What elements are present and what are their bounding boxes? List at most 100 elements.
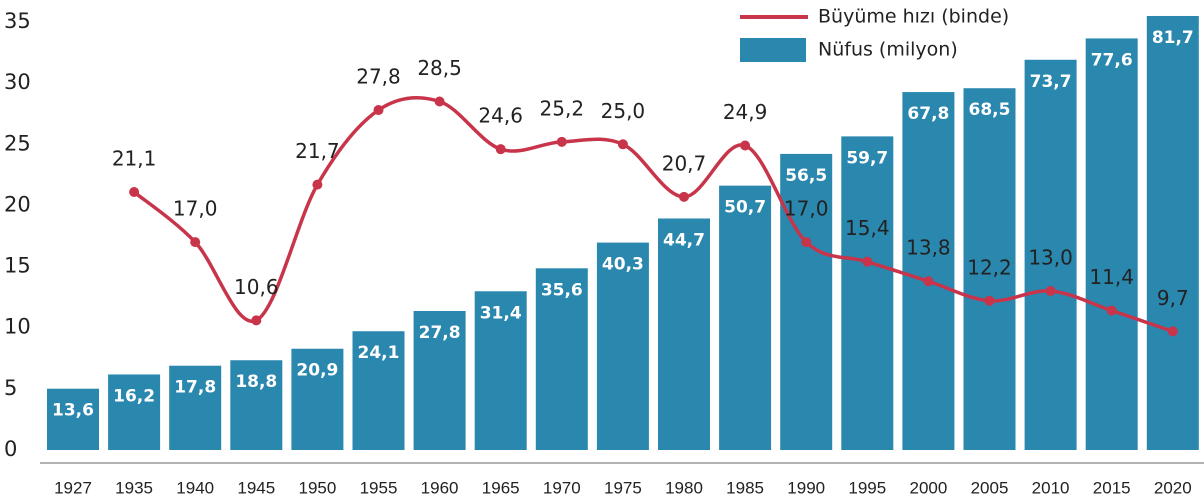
x-tick-label: 1985 xyxy=(726,478,764,497)
bar-label: 56,5 xyxy=(785,166,827,186)
bar-label: 44,7 xyxy=(663,230,705,250)
x-tick-label: 1980 xyxy=(665,478,703,497)
x-tick-label: 1975 xyxy=(604,478,642,497)
x-tick-label: 1935 xyxy=(115,478,153,497)
bar xyxy=(658,218,710,450)
x-tick-label: 1950 xyxy=(298,478,336,497)
point xyxy=(312,179,323,190)
y-tick-label: 35 xyxy=(4,9,31,33)
x-tick-label: 2015 xyxy=(1093,478,1131,497)
point xyxy=(129,186,140,197)
y-tick-label: 10 xyxy=(4,315,31,339)
y-tick-label: 25 xyxy=(4,131,31,155)
bar xyxy=(902,92,955,450)
x-tick-label: 2000 xyxy=(909,478,947,497)
point xyxy=(190,237,201,248)
point-label: 13,0 xyxy=(1028,246,1073,270)
bar xyxy=(413,310,466,450)
bar xyxy=(596,242,649,450)
bar xyxy=(352,331,405,450)
point xyxy=(617,139,628,150)
bar-label: 81,7 xyxy=(1152,28,1194,48)
y-tick-label: 30 xyxy=(4,70,31,94)
bar-label: 40,3 xyxy=(602,255,644,275)
point xyxy=(984,295,995,306)
x-tick-label: 2020 xyxy=(1154,478,1192,497)
point xyxy=(1045,286,1056,297)
point xyxy=(740,140,751,151)
bar-label: 73,7 xyxy=(1030,72,1072,92)
bar xyxy=(291,348,344,450)
bar xyxy=(1024,59,1077,450)
x-tick-label: 1945 xyxy=(237,478,275,497)
legend-label: Nüfus (milyon) xyxy=(818,39,958,61)
point xyxy=(495,144,506,155)
point xyxy=(373,105,384,116)
y-tick-label: 0 xyxy=(4,437,17,461)
bar-label: 31,4 xyxy=(480,303,522,323)
bar-label: 67,8 xyxy=(907,104,949,124)
bar-label: 68,5 xyxy=(969,100,1011,120)
bar-label: 17,8 xyxy=(174,378,216,398)
bar xyxy=(963,88,1016,450)
x-tick-label: 2010 xyxy=(1032,478,1070,497)
point xyxy=(679,191,689,202)
bar-label: 59,7 xyxy=(846,148,888,168)
bar-label: 50,7 xyxy=(724,198,766,218)
x-tick-label: 1965 xyxy=(482,478,520,497)
point-label: 21,1 xyxy=(112,146,157,170)
bar xyxy=(47,388,99,450)
point-label: 13,8 xyxy=(906,236,951,260)
x-tick-label: 1955 xyxy=(360,478,398,497)
bar xyxy=(108,374,161,450)
line xyxy=(132,95,1174,334)
x-tick-label: 1990 xyxy=(787,478,825,497)
x-tick-label: 1940 xyxy=(176,478,214,497)
x-tick-label: 1927 xyxy=(54,478,92,497)
y-tick-label: 15 xyxy=(4,254,31,278)
point-label: 24,9 xyxy=(723,100,768,124)
point xyxy=(251,315,262,326)
bar xyxy=(780,153,833,450)
y-tick-label: 20 xyxy=(4,192,31,216)
y-tick-label: 5 xyxy=(4,376,17,400)
point-label: 27,8 xyxy=(356,65,401,89)
point-label: 11,4 xyxy=(1089,265,1134,289)
bar-label: 24,1 xyxy=(358,343,400,363)
bar-label: 20,9 xyxy=(296,361,338,381)
point xyxy=(862,256,873,267)
point xyxy=(434,96,445,107)
point-label: 17,0 xyxy=(173,197,218,221)
x-tick-label: 2005 xyxy=(971,478,1009,497)
legend-label: Büyüme hızı (binde) xyxy=(818,6,1009,28)
point xyxy=(556,136,567,147)
bar xyxy=(719,185,772,450)
bar-label: 18,8 xyxy=(235,372,277,392)
bar xyxy=(474,291,527,450)
point-label: 20,7 xyxy=(662,151,707,175)
point xyxy=(801,237,812,248)
point-label: 10,6 xyxy=(234,275,279,299)
point-label: 21,7 xyxy=(295,139,340,163)
bar xyxy=(1085,38,1138,451)
x-tick-label: 1995 xyxy=(848,478,886,497)
point-label: 12,2 xyxy=(967,255,1012,279)
bar-label: 77,6 xyxy=(1091,50,1133,70)
point xyxy=(1106,305,1117,316)
point-label: 24,6 xyxy=(478,104,523,128)
bar xyxy=(1146,15,1199,450)
point-label: 17,0 xyxy=(784,197,829,221)
bar xyxy=(230,360,283,450)
bar xyxy=(841,136,894,451)
x-tick-label: 1960 xyxy=(421,478,459,497)
point-label: 25,0 xyxy=(601,99,646,123)
bar-label: 13,6 xyxy=(52,401,94,421)
point-label: 15,4 xyxy=(845,216,890,240)
legend-swatch xyxy=(740,38,806,62)
point-label: 25,2 xyxy=(540,96,585,120)
point xyxy=(923,276,934,287)
point-label: 9,7 xyxy=(1157,286,1189,310)
bar-label: 16,2 xyxy=(113,386,155,406)
bar xyxy=(169,365,222,450)
